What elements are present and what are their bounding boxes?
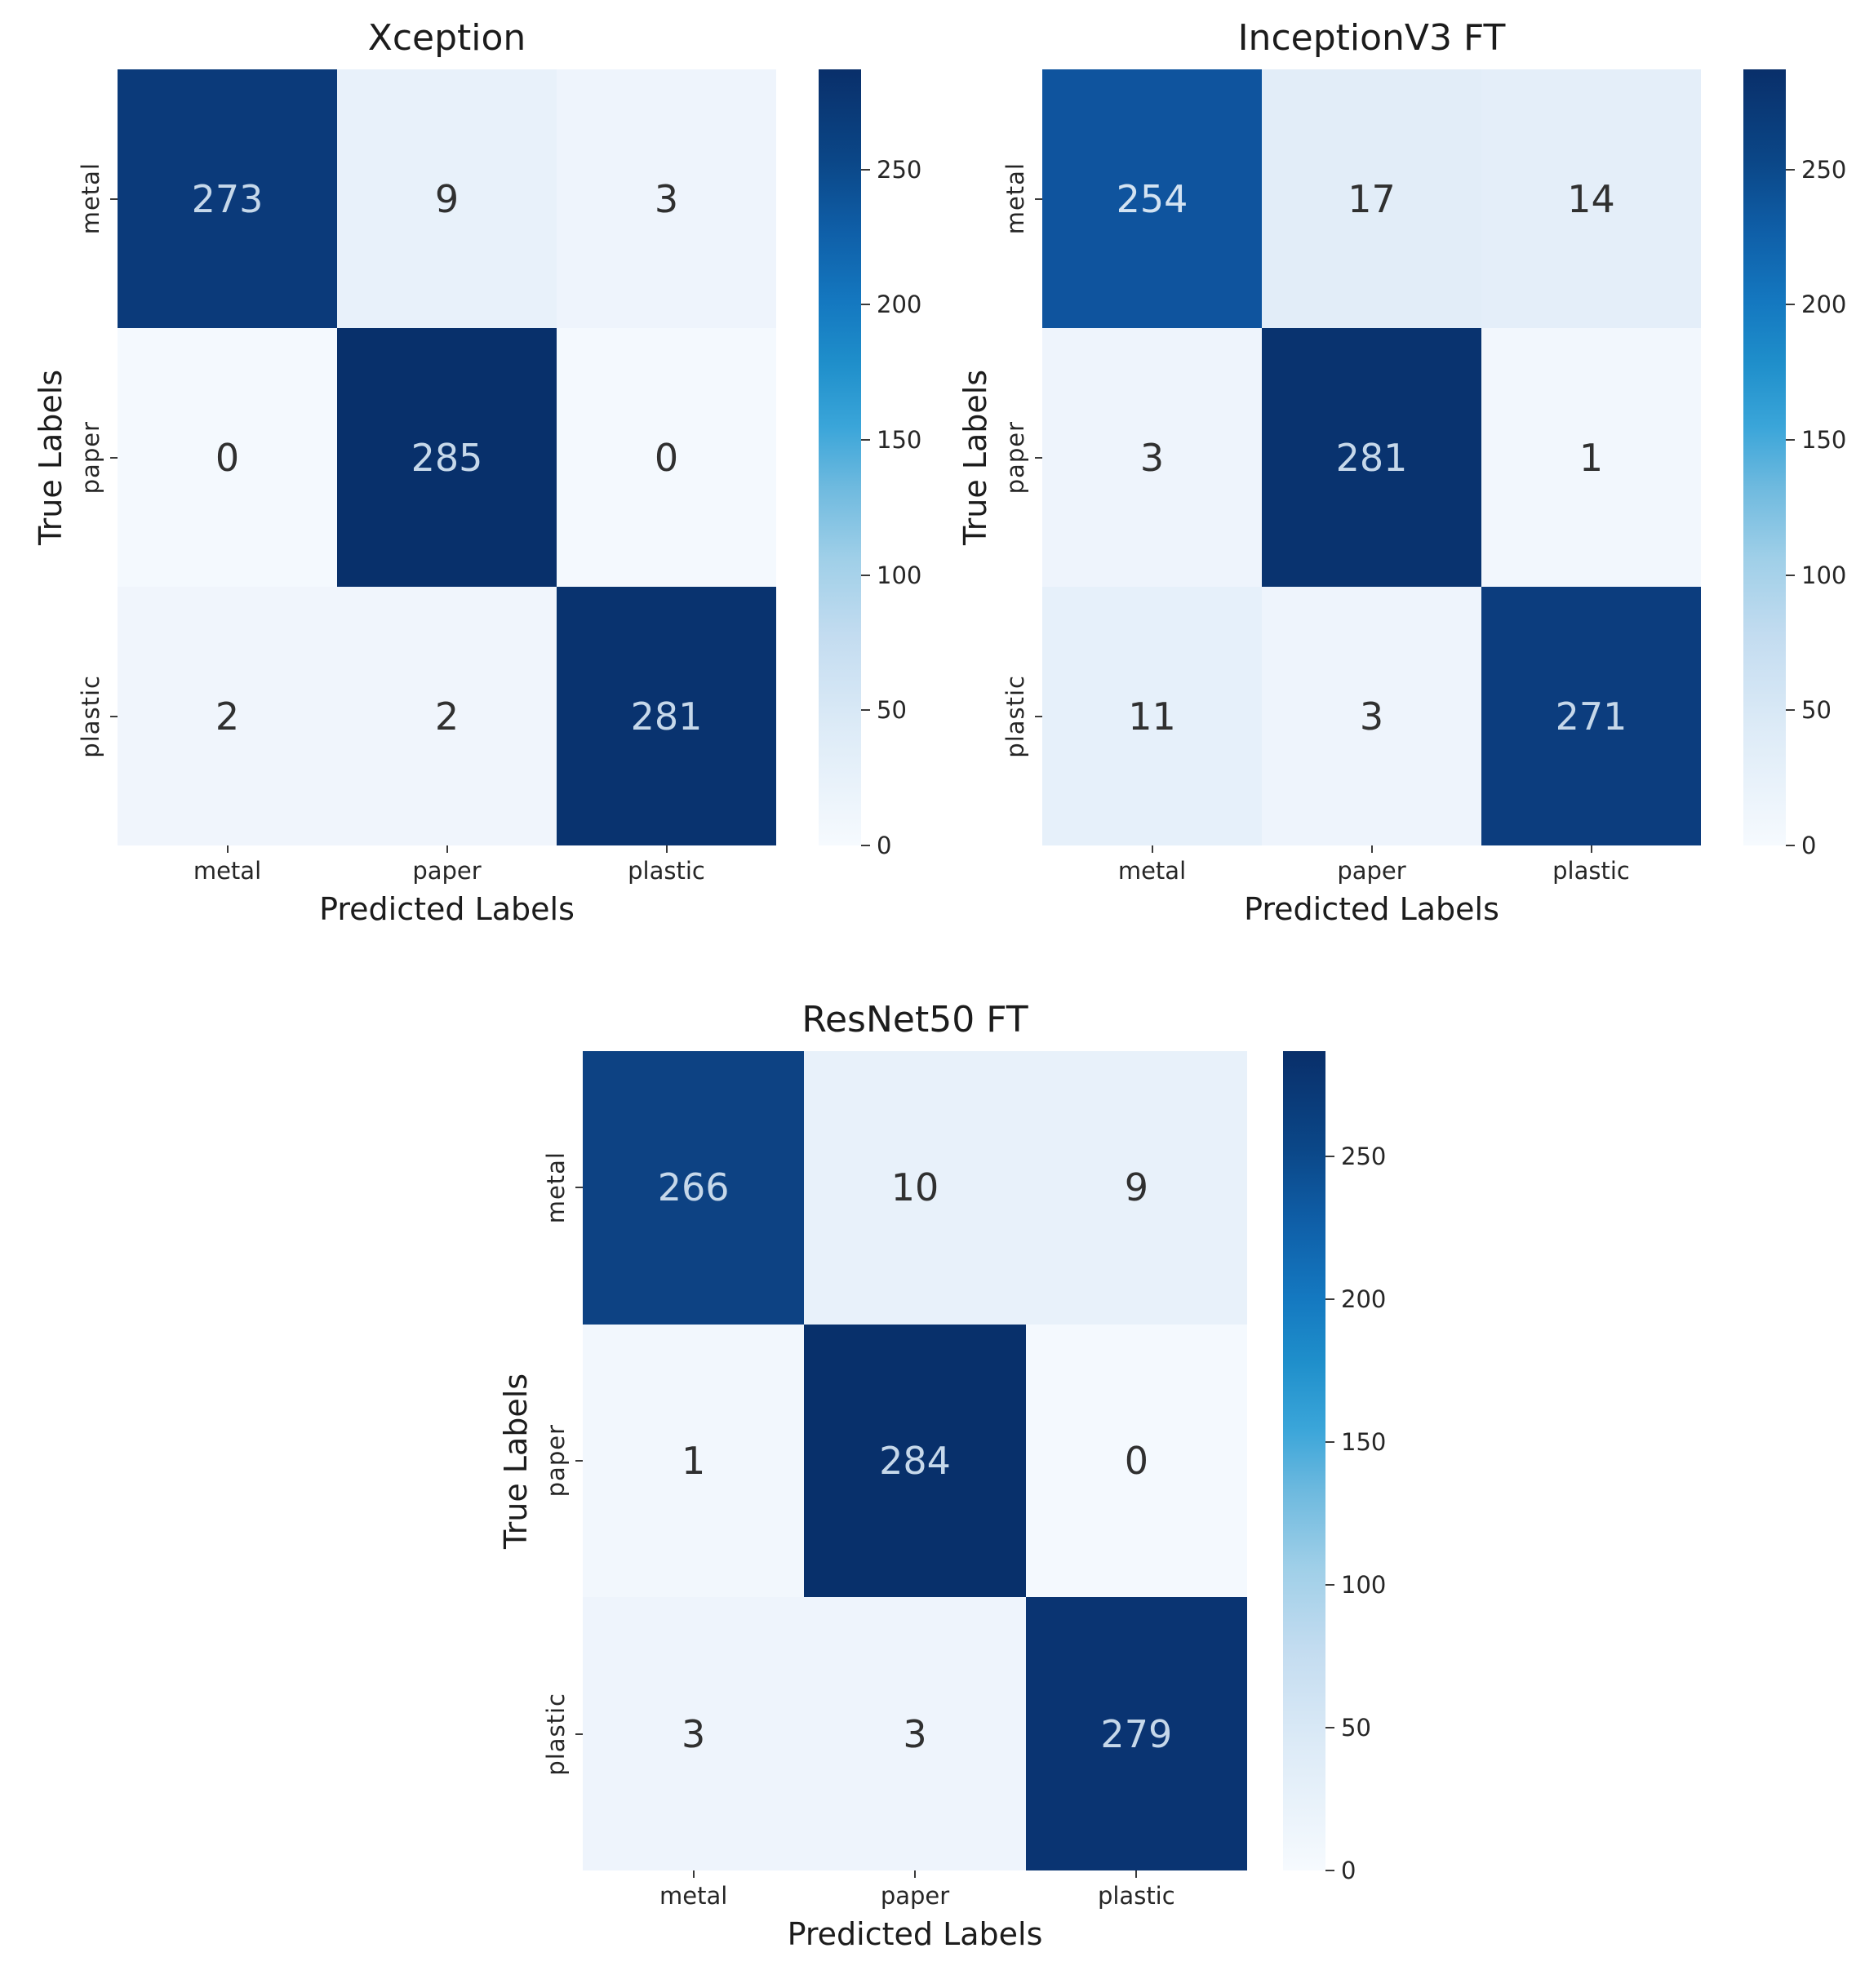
confusion-matrix-resnet50-ft: ResNet50 FT True Labels metal paper plas… [496, 963, 1391, 1960]
colorbar-tick-labels: 0 50 100 150 200 250 [1325, 1051, 1391, 1884]
y-tick-plastic: plastic [535, 1597, 583, 1870]
matrix-cell: 266 [583, 1051, 805, 1325]
matrix-cell: 11 [1042, 587, 1262, 845]
x-tick-plastic: plastic [557, 845, 776, 888]
y-tick-paper: paper [995, 328, 1042, 587]
matrix-cell: 281 [557, 587, 776, 845]
colorbar-tick: 200 [861, 291, 921, 318]
colorbar-tick: 150 [861, 426, 921, 454]
y-axis-label: True Labels [33, 369, 69, 546]
matrix-cell: 1 [583, 1324, 805, 1598]
x-tick-labels: metal paper plastic [583, 1870, 1247, 1913]
colorbar-tick-labels: 0 50 100 150 200 250 [1786, 69, 1851, 859]
confusion-matrix-xception: Xception True Labels metal paper plastic… [31, 0, 926, 935]
matrix-cell: 0 [118, 328, 337, 587]
matrix-cell: 284 [804, 1324, 1026, 1598]
y-tick-plastic: plastic [995, 587, 1042, 845]
colorbar-tick: 50 [1325, 1714, 1371, 1742]
colorbar-tick: 250 [861, 156, 921, 184]
x-tick-plastic: plastic [1481, 845, 1701, 888]
x-tick-labels: metal paper plastic [1042, 845, 1701, 888]
matrix-cell: 254 [1042, 69, 1262, 328]
plot-title: Xception [367, 17, 526, 59]
matrix-cell: 3 [583, 1597, 805, 1870]
x-tick-metal: metal [1042, 845, 1262, 888]
colorbar-tick: 150 [1325, 1428, 1386, 1456]
colorbar-tick: 0 [1325, 1857, 1356, 1884]
colorbar-tick: 200 [1325, 1285, 1386, 1313]
heatmap-grid: 273 9 3 0 285 0 2 2 281 [118, 69, 776, 845]
colorbar-tick: 250 [1786, 156, 1846, 184]
x-tick-paper: paper [1262, 845, 1481, 888]
colorbar-tick: 50 [1786, 696, 1832, 724]
x-tick-plastic: plastic [1026, 1870, 1247, 1913]
colorbar-tick: 100 [1786, 561, 1846, 589]
x-tick-paper: paper [337, 845, 557, 888]
matrix-cell: 10 [804, 1051, 1026, 1325]
matrix-cell: 2 [118, 587, 337, 845]
confusion-matrix-inceptionv3-ft: InceptionV3 FT True Labels metal paper p… [956, 0, 1851, 935]
matrix-cell: 3 [1042, 328, 1262, 587]
colorbar [1743, 69, 1786, 845]
colorbar-tick: 250 [1325, 1143, 1386, 1170]
x-axis-label: Predicted Labels [1244, 891, 1499, 927]
matrix-cell: 3 [804, 1597, 1026, 1870]
matrix-cell: 14 [1481, 69, 1701, 328]
matrix-cell: 279 [1025, 1597, 1247, 1870]
plot-title: InceptionV3 FT [1237, 17, 1506, 59]
y-tick-labels: metal paper plastic [535, 1051, 583, 1870]
x-tick-paper: paper [804, 1870, 1025, 1913]
heatmap-grid: 266 10 9 1 284 0 3 3 279 [583, 1051, 1247, 1870]
x-tick-labels: metal paper plastic [118, 845, 776, 888]
colorbar [1283, 1051, 1325, 1870]
y-axis-label: True Labels [498, 1373, 534, 1549]
x-axis-label: Predicted Labels [787, 1916, 1043, 1952]
matrix-cell: 271 [1481, 587, 1701, 845]
matrix-cell: 9 [1025, 1051, 1247, 1325]
matrix-cell: 9 [337, 69, 557, 328]
y-tick-metal: metal [995, 69, 1042, 328]
y-tick-paper: paper [70, 328, 118, 587]
x-tick-metal: metal [583, 1870, 804, 1913]
colorbar-tick: 100 [861, 561, 921, 589]
colorbar-tick: 100 [1325, 1571, 1386, 1599]
x-tick-metal: metal [118, 845, 337, 888]
x-axis-label: Predicted Labels [319, 891, 575, 927]
y-tick-labels: metal paper plastic [995, 69, 1042, 845]
matrix-cell: 273 [118, 69, 337, 328]
plot-title: ResNet50 FT [801, 999, 1028, 1041]
y-tick-paper: paper [535, 1325, 583, 1598]
matrix-cell: 3 [1262, 587, 1481, 845]
y-axis-label: True Labels [957, 369, 993, 546]
y-tick-metal: metal [70, 69, 118, 328]
colorbar-tick: 200 [1786, 291, 1846, 318]
colorbar-tick: 150 [1786, 426, 1846, 454]
colorbar [819, 69, 861, 845]
colorbar-tick-labels: 0 50 100 150 200 250 [861, 69, 926, 859]
colorbar-tick: 0 [1786, 832, 1816, 859]
matrix-cell: 2 [337, 587, 557, 845]
y-tick-labels: metal paper plastic [70, 69, 118, 845]
matrix-cell: 0 [557, 328, 776, 587]
matrix-cell: 17 [1262, 69, 1481, 328]
matrix-cell: 1 [1481, 328, 1701, 587]
y-tick-plastic: plastic [70, 587, 118, 845]
heatmap-grid: 254 17 14 3 281 1 11 3 271 [1042, 69, 1701, 845]
y-tick-metal: metal [535, 1051, 583, 1325]
matrix-cell: 3 [557, 69, 776, 328]
matrix-cell: 281 [1262, 328, 1481, 587]
colorbar-tick: 0 [861, 832, 891, 859]
colorbar-tick: 50 [861, 696, 907, 724]
matrix-cell: 285 [337, 328, 557, 587]
matrix-cell: 0 [1025, 1324, 1247, 1598]
